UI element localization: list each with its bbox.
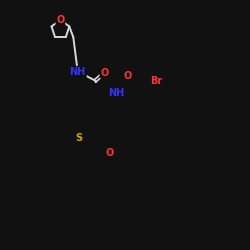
Text: O: O: [106, 148, 114, 158]
Text: NH: NH: [70, 67, 86, 77]
Text: NH: NH: [108, 88, 124, 98]
Text: O: O: [124, 71, 132, 81]
Text: S: S: [75, 133, 82, 143]
Text: O: O: [100, 68, 108, 78]
Text: Br: Br: [150, 76, 163, 86]
Text: O: O: [56, 15, 64, 25]
